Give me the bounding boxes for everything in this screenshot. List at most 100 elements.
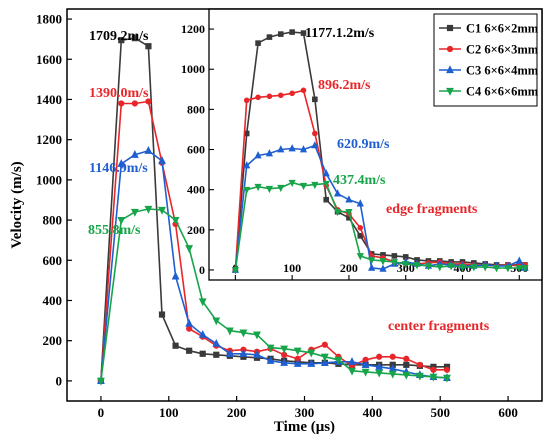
data-point-triangle-down bbox=[458, 264, 467, 272]
data-point-triangle bbox=[280, 358, 289, 366]
data-point-triangle bbox=[253, 350, 261, 358]
data-point-triangle bbox=[266, 356, 275, 364]
inset-annotation-4: 437.4m/s bbox=[333, 173, 386, 188]
data-point-triangle-down bbox=[311, 181, 319, 190]
main-y-tick-label: 600 bbox=[43, 253, 63, 268]
data-point-triangle bbox=[361, 360, 370, 368]
data-point-triangle-down bbox=[280, 345, 289, 354]
data-point-square bbox=[145, 43, 152, 50]
data-point-square bbox=[300, 30, 307, 36]
data-point-circle bbox=[145, 98, 152, 105]
main-x-tick-label: 0 bbox=[98, 405, 105, 420]
data-point-triangle bbox=[239, 349, 248, 357]
inset-annotation-3: 620.9m/s bbox=[337, 137, 390, 152]
data-point-triangle-down bbox=[368, 257, 376, 265]
data-point-triangle-down bbox=[231, 267, 239, 275]
data-point-triangle-down bbox=[402, 371, 411, 380]
data-point-triangle bbox=[198, 329, 207, 338]
inset-annotation-5: edge fragments bbox=[386, 202, 478, 217]
data-point-triangle-down bbox=[413, 262, 421, 270]
data-point-triangle-down bbox=[117, 216, 126, 225]
data-point-triangle bbox=[333, 189, 342, 197]
inset-y-tick-label: 200 bbox=[187, 223, 205, 237]
data-point-triangle-down bbox=[307, 349, 316, 358]
data-point-triangle bbox=[293, 359, 302, 367]
inset-series-4 bbox=[231, 179, 529, 275]
data-point-square bbox=[289, 29, 295, 35]
data-point-square bbox=[131, 35, 138, 42]
data-point-triangle-down bbox=[171, 216, 180, 225]
data-point-triangle bbox=[515, 256, 523, 264]
main-y-tick-label: 400 bbox=[43, 293, 63, 308]
data-point-triangle-down bbox=[266, 344, 275, 353]
data-point-triangle-down bbox=[322, 180, 330, 189]
inset-annotation-1: 1177.1.2m/s bbox=[305, 26, 375, 41]
data-point-triangle-down bbox=[334, 356, 343, 365]
data-point-triangle bbox=[130, 150, 139, 158]
legend-label: C2 6×6×3mm bbox=[466, 43, 539, 57]
data-point-circle bbox=[357, 225, 364, 231]
data-point-triangle-down bbox=[481, 264, 489, 272]
data-point-triangle-down bbox=[97, 377, 105, 386]
data-point-circle bbox=[186, 325, 193, 332]
data-point-triangle bbox=[225, 349, 234, 357]
data-point-triangle-down bbox=[348, 367, 356, 376]
legend-label: C4 6×6×6mm bbox=[466, 85, 539, 99]
data-point-triangle-down bbox=[158, 206, 166, 215]
data-point-triangle-down bbox=[361, 368, 370, 377]
data-point-square bbox=[172, 342, 179, 349]
data-point-circle bbox=[255, 94, 261, 101]
inset-annotation-2: 896.2m/s bbox=[318, 78, 371, 93]
main-annotation-5: center fragments bbox=[388, 319, 490, 334]
legend-item: C3 6×6×4mm bbox=[439, 64, 539, 78]
data-point-triangle bbox=[307, 359, 316, 367]
data-point-circle bbox=[446, 45, 454, 53]
main-x-tick-label: 300 bbox=[295, 405, 315, 420]
main-series-4 bbox=[97, 205, 451, 386]
inset-y-tick-label: 1000 bbox=[181, 62, 205, 76]
data-point-circle bbox=[243, 97, 250, 104]
data-point-triangle-down bbox=[253, 331, 261, 340]
data-point-circle bbox=[131, 100, 138, 107]
main-x-tick-label: 400 bbox=[363, 405, 383, 420]
data-point-triangle bbox=[277, 145, 285, 153]
data-point-square bbox=[158, 311, 166, 318]
data-point-triangle bbox=[299, 145, 308, 153]
main-y-tick-label: 1400 bbox=[36, 92, 62, 107]
data-point-triangle-down bbox=[375, 369, 384, 378]
data-point-square bbox=[312, 96, 318, 103]
data-point-triangle-down bbox=[288, 179, 296, 188]
main-annotation-3: 1146.9m/s bbox=[89, 161, 148, 176]
data-point-triangle bbox=[320, 358, 329, 366]
main-x-axis-title: Time (μs) bbox=[274, 419, 335, 435]
data-point-triangle-down bbox=[225, 327, 234, 336]
legend-item: C1 6×6×2mm bbox=[439, 22, 539, 36]
main-y-tick-label: 1200 bbox=[36, 132, 62, 147]
data-point-square bbox=[277, 31, 284, 37]
main-y-tick-label: 1000 bbox=[36, 172, 62, 187]
data-point-triangle-down bbox=[356, 253, 364, 261]
data-point-square bbox=[186, 347, 193, 354]
data-point-square bbox=[255, 40, 261, 46]
main-series-line bbox=[100, 149, 448, 381]
data-point-triangle-down bbox=[447, 263, 455, 271]
legend: C1 6×6×2mm C2 6×6×3mm C3 6×6×4mm C4 6×6×6mm bbox=[433, 13, 539, 107]
data-point-square bbox=[323, 196, 330, 203]
data-point-square bbox=[357, 233, 364, 239]
legend-label: C3 6×6×4mm bbox=[466, 64, 539, 78]
main-y-tick-label: 800 bbox=[43, 213, 63, 228]
data-point-triangle-down bbox=[185, 245, 194, 253]
main-y-tick-label: 0 bbox=[56, 373, 63, 388]
data-point-triangle-down bbox=[521, 265, 529, 273]
data-point-triangle-down bbox=[198, 298, 207, 307]
data-point-circle bbox=[389, 353, 396, 360]
data-point-triangle bbox=[158, 156, 166, 164]
main-x-tick-label: 600 bbox=[498, 405, 518, 420]
data-point-square bbox=[213, 351, 220, 358]
data-point-triangle bbox=[243, 161, 251, 169]
main-x-tick-label: 200 bbox=[227, 405, 247, 420]
data-point-circle bbox=[300, 87, 307, 94]
main-annotation-4: 855.8m/s bbox=[88, 223, 141, 238]
data-point-triangle-down bbox=[424, 263, 433, 271]
main-y-tick-label: 200 bbox=[43, 333, 63, 348]
